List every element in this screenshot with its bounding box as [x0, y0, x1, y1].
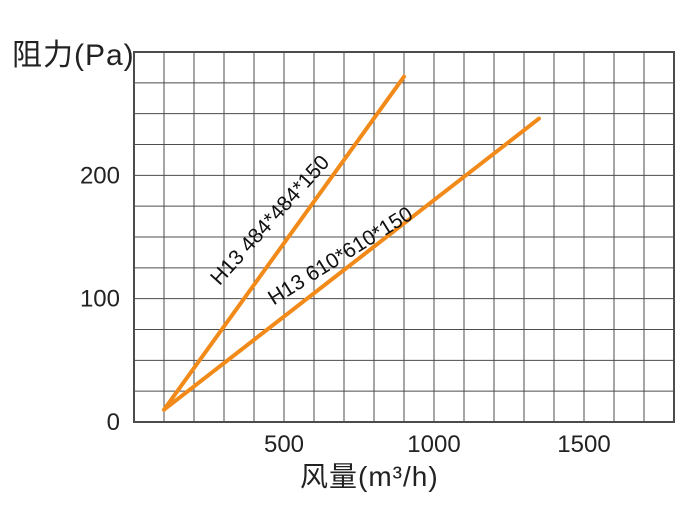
y-tick-label: 100 — [80, 286, 120, 313]
chart-svg: 500100015000100200H13 484*484*150H13 610… — [0, 0, 700, 507]
chart-container: 阻力(Pa) 500100015000100200H13 484*484*150… — [0, 0, 700, 507]
x-tick-label: 500 — [264, 431, 304, 458]
y-axis-title: 阻力(Pa) — [12, 30, 135, 74]
y-tick-label: 0 — [107, 409, 120, 436]
x-tick-label: 1000 — [407, 431, 460, 458]
x-tick-label: 1500 — [557, 431, 610, 458]
y-tick-label: 200 — [80, 162, 120, 189]
x-axis-title: 风量(m³/h) — [300, 455, 439, 495]
